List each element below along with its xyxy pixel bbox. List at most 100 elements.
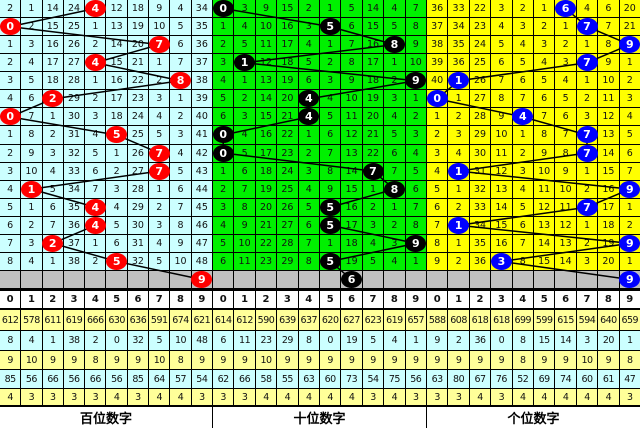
hit-ball: 2 [42,234,64,252]
max-omission-cell: 9 [362,351,384,369]
omission-cell: 12 [106,0,127,18]
omission-cell: 14 [42,0,63,18]
omission-cell: 15 [598,162,619,180]
omission-cell: 6 [533,90,555,108]
digit-header-4: 4 [298,291,319,308]
forecast-cell[interactable] [0,270,21,288]
total-count-cell: 599 [533,310,555,330]
forecast-cell[interactable] [234,270,255,288]
omission-cell: 12 [255,54,277,72]
current-omission-cell: 8 [298,331,319,350]
digit-header-2: 2 [255,291,277,308]
omission-cell: 13 [106,18,127,36]
omission-cell: 15 [255,108,277,126]
omission-cell: 28 [63,72,85,90]
omission-cell: 10 [21,162,42,180]
omission-cell: 2 [619,72,640,90]
forecast-cell[interactable] [555,270,576,288]
omission-cell: 9 [255,0,277,18]
max-omission-cell: 9 [341,351,362,369]
omission-cell: 30 [63,108,85,126]
omission-cell: 2 [149,198,170,216]
forecast-cell[interactable] [533,270,555,288]
max-omission-cell: 9 [491,351,512,369]
omission-cell: 2 [213,180,234,198]
forecast-cell[interactable] [469,270,491,288]
forecast-cell[interactable] [149,270,170,288]
panel-title: 百位数字 [0,407,212,428]
omission-cell: 3 [448,126,469,144]
omission-cell: 7 [598,18,619,36]
omission-cell: 9 [555,162,576,180]
forecast-cell[interactable] [63,270,85,288]
current-omission-cell: 32 [127,331,149,350]
digit-header-7: 7 [576,291,598,308]
max-omission-cell: 9 [42,351,63,369]
omission-cell: 5 [106,216,127,234]
omission-cell: 13 [533,216,555,234]
omission-cell: 27 [63,54,85,72]
max-omission-cell: 9 [191,351,212,369]
omission-cell: 11 [598,90,619,108]
omission-cell: 38 [427,36,448,54]
omission-cell: 6 [319,126,341,144]
omission-cell: 1 [576,36,598,54]
forecast-cell[interactable] [277,270,298,288]
forecast-cell[interactable] [85,270,106,288]
omission-cell: 44 [191,180,212,198]
omission-cell: 6 [512,216,533,234]
omission-cell: 6 [512,72,533,90]
forecast-cell[interactable] [298,270,319,288]
forecast-cell[interactable] [598,270,619,288]
omission-cell: 3 [533,36,555,54]
omission-cell: 46 [191,216,212,234]
omission-cell: 11 [255,36,277,54]
forecast-cell[interactable] [319,270,341,288]
omission-cell: 7 [42,216,63,234]
max-omission-cell: 9 [319,351,341,369]
forecast-cell[interactable] [512,270,533,288]
omission-cell: 5 [0,198,21,216]
omission-cell: 14 [106,36,127,54]
omission-cell: 40 [191,108,212,126]
omission-cell: 30 [127,216,149,234]
total-count-cell: 666 [85,310,106,330]
omission-cell: 4 [42,162,63,180]
forecast-cell[interactable] [576,270,598,288]
forecast-ball: 9 [619,270,640,288]
forecast-cell[interactable] [21,270,42,288]
omission-cell: 1 [448,234,469,252]
omission-cell: 1 [106,144,127,162]
forecast-cell[interactable] [491,270,512,288]
forecast-cell[interactable] [448,270,469,288]
forecast-cell[interactable] [405,270,426,288]
max-streak-cell: 3 [362,389,384,405]
forecast-cell[interactable] [127,270,149,288]
forecast-cell[interactable] [427,270,448,288]
omission-cell: 35 [469,234,491,252]
omission-cell: 4 [427,162,448,180]
omission-cell: 45 [191,198,212,216]
omission-cell: 5 [533,72,555,90]
omission-cell: 29 [127,198,149,216]
omission-cell: 1 [213,162,234,180]
omission-cell: 36 [448,54,469,72]
omission-cell: 21 [255,216,277,234]
forecast-cell[interactable] [213,270,234,288]
omission-cell: 4 [512,36,533,54]
omission-cell: 11 [533,180,555,198]
forecast-cell[interactable] [255,270,277,288]
forecast-cell[interactable] [106,270,127,288]
omission-cell: 6 [384,144,405,162]
omission-cell: 23 [255,252,277,270]
forecast-cell[interactable] [170,270,191,288]
forecast-cell[interactable] [362,270,384,288]
omission-cell: 20 [127,36,149,54]
max-streak-cell: 4 [106,389,127,405]
forecast-cell[interactable] [384,270,405,288]
omission-cell: 9 [341,72,362,90]
forecast-cell[interactable] [42,270,63,288]
avg-omission-cell: 80 [448,370,469,388]
